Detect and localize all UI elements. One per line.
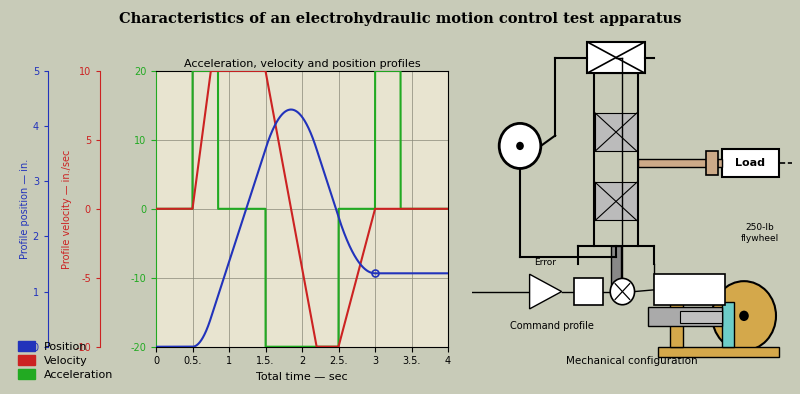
Legend: Position, Velocity, Acceleration: Position, Velocity, Acceleration: [14, 336, 118, 385]
Bar: [595, 182, 637, 221]
Text: A: A: [585, 286, 593, 297]
Y-axis label: Profile position — in.: Profile position — in.: [20, 159, 30, 259]
Text: Mechanical configuration: Mechanical configuration: [566, 356, 698, 366]
Bar: [638, 159, 722, 167]
Bar: [611, 247, 621, 288]
Text: 250-lb
flywheel: 250-lb flywheel: [741, 223, 779, 243]
Bar: [658, 347, 779, 357]
Circle shape: [712, 281, 776, 351]
Text: Position
transducer: Position transducer: [666, 280, 713, 299]
Bar: [594, 73, 638, 247]
Text: Load: Load: [735, 158, 766, 168]
Bar: [706, 151, 718, 175]
X-axis label: Total time — sec: Total time — sec: [256, 372, 348, 382]
Circle shape: [610, 279, 634, 305]
Text: Error: Error: [534, 258, 557, 267]
Bar: [574, 278, 603, 305]
Bar: [587, 42, 645, 73]
Y-axis label: Profile velocity — in./sec: Profile velocity — in./sec: [62, 149, 73, 268]
Text: Characteristics of an electrohydraulic motion control test apparatus: Characteristics of an electrohydraulic m…: [118, 12, 682, 26]
Circle shape: [499, 123, 541, 169]
Bar: [595, 113, 637, 151]
Bar: [654, 274, 725, 305]
Circle shape: [516, 142, 524, 150]
Bar: [670, 295, 683, 347]
Polygon shape: [530, 274, 562, 309]
Bar: [722, 149, 779, 177]
Title: Acceleration, velocity and position profiles: Acceleration, velocity and position prof…: [184, 59, 420, 69]
Text: Command profile: Command profile: [510, 321, 594, 331]
Bar: [722, 302, 734, 347]
Bar: [648, 307, 722, 326]
Bar: [680, 310, 722, 323]
Circle shape: [739, 310, 749, 321]
